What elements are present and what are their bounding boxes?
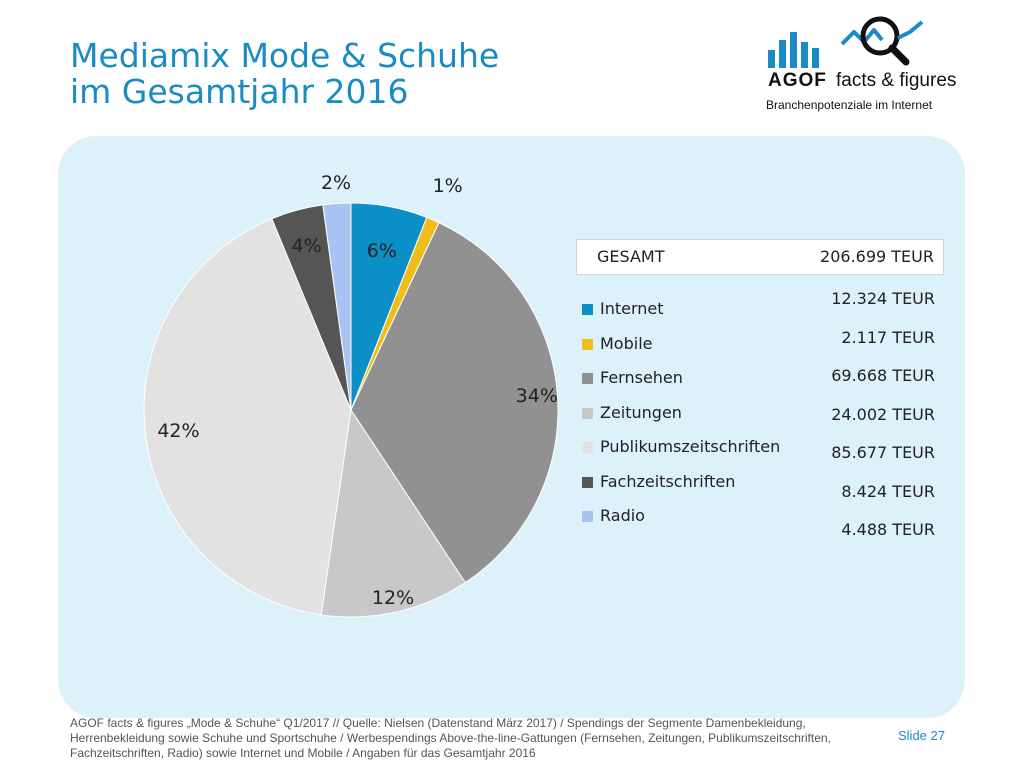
legend-label: Fachzeitschriften (600, 471, 736, 491)
legend-label: Publikumszeitschriften (600, 437, 781, 456)
page-title: Mediamix Mode & Schuhe im Gesamtjahr 201… (70, 38, 499, 110)
logo-brand: AGOF (768, 70, 827, 91)
agof-logo: AGOF facts & figures Branchenpotenziale … (760, 10, 960, 115)
total-label: GESAMT (597, 247, 665, 266)
value-radio: 4.488 TEUR (841, 520, 935, 539)
value-fachzeitschriften: 8.424 TEUR (841, 481, 935, 501)
legend-label: Internet (600, 299, 664, 318)
legend-label: Radio (600, 506, 645, 525)
pie-label-radio: 2% (320, 172, 352, 195)
total-box: GESAMT 206.699 TEUR (576, 239, 944, 275)
source-footnote: AGOF facts & figures „Mode & Schuhe“ Q1/… (70, 716, 831, 760)
pie-slice-publikumszeitschriften (143, 218, 352, 616)
legend-swatch (582, 442, 593, 453)
legend-swatch (582, 373, 593, 384)
legend-label: Fernsehen (600, 368, 683, 387)
legend-swatch (582, 476, 593, 488)
pie-label-internet: 6% (366, 240, 397, 263)
value-fernsehen: 69.668 TEUR (831, 366, 935, 385)
legend-label: Mobile (600, 333, 653, 353)
title-line-2: im Gesamtjahr 2016 (70, 72, 409, 111)
logo-tagline: facts & figures (836, 70, 957, 91)
value-zeitungen: 24.002 TEUR (831, 404, 935, 424)
legend-swatch (582, 304, 593, 315)
legend-swatch (582, 338, 593, 350)
value-mobile: 2.117 TEUR (841, 327, 935, 347)
pie-slice-fernsehen (350, 221, 559, 584)
value-internet: 12.324 TEUR (831, 289, 935, 308)
pie-slice-zeitungen (320, 408, 466, 618)
value-publikumszeitschriften: 85.677 TEUR (831, 443, 935, 462)
legend-swatch (582, 407, 593, 419)
slide-number: Slide 27 (898, 728, 945, 743)
pie-label-fernsehen: 34% (515, 385, 558, 408)
pie-label-publikumszeitschriften: 42% (157, 420, 200, 443)
legend-swatch (582, 511, 593, 522)
chart-magnifier-icon (768, 16, 924, 68)
title-line-1: Mediamix Mode & Schuhe (70, 36, 500, 75)
legend-label: Zeitungen (600, 402, 682, 422)
pie-slice-radio (322, 202, 352, 411)
logo-subtitle: Branchenpotenziale im Internet (766, 98, 933, 112)
pie-label-mobile: 1% (432, 174, 463, 197)
pie-label-zeitungen: 12% (371, 586, 415, 609)
pie-label-fachzeitschriften: 4% (291, 235, 322, 258)
total-value: 206.699 TEUR (820, 247, 934, 266)
